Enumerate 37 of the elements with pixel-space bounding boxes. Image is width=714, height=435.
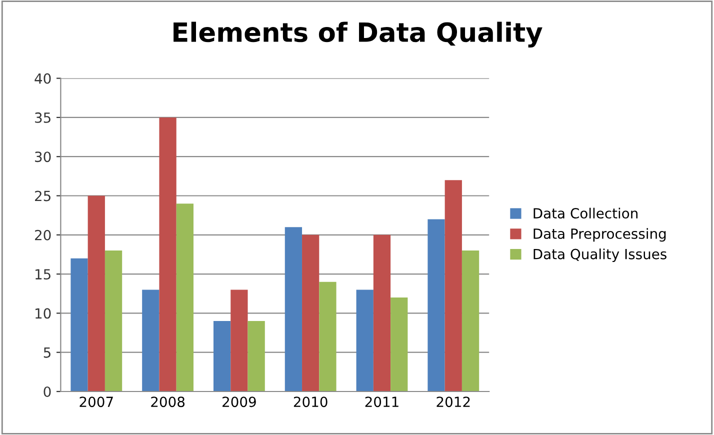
bar xyxy=(428,219,445,392)
bar xyxy=(373,234,391,392)
x-tick-label: 2009 xyxy=(222,396,256,408)
bar xyxy=(284,227,302,392)
bar xyxy=(213,321,231,392)
bar xyxy=(70,258,88,392)
y-tick-label: 10 xyxy=(36,308,51,319)
y-tick-label: 5 xyxy=(44,348,50,358)
y-tick-label: 15 xyxy=(36,269,50,280)
bar xyxy=(230,290,248,392)
bar xyxy=(319,282,336,392)
bar xyxy=(390,298,408,392)
y-tick-label: 25 xyxy=(35,190,50,202)
bar xyxy=(302,234,320,392)
bar xyxy=(88,196,105,392)
y-tick-label: 0 xyxy=(44,386,51,397)
legend-label: Data Quality Issues xyxy=(534,248,666,262)
bar xyxy=(142,290,160,392)
bar xyxy=(176,204,194,392)
bar xyxy=(248,321,265,392)
x-tick-label: 2010 xyxy=(294,396,328,408)
x-tick-label: 2012 xyxy=(436,396,470,408)
legend-label: Data Collection xyxy=(534,208,638,219)
y-tick-label: 30 xyxy=(35,152,51,162)
bar xyxy=(462,250,480,392)
chart-title: Elements of Data Quality xyxy=(174,22,542,48)
legend-label: Data Preprocessing xyxy=(534,228,666,242)
y-tick-label: 35 xyxy=(35,112,50,123)
y-tick-label: 20 xyxy=(35,230,51,240)
x-tick-label: 2007 xyxy=(80,396,113,408)
x-tick-label: 2008 xyxy=(151,396,185,408)
bar xyxy=(356,290,374,392)
bar xyxy=(159,117,176,392)
bar xyxy=(444,180,462,392)
y-tick-label: 40 xyxy=(34,73,51,84)
bar xyxy=(104,250,122,392)
x-tick-label: 2011 xyxy=(365,396,398,408)
